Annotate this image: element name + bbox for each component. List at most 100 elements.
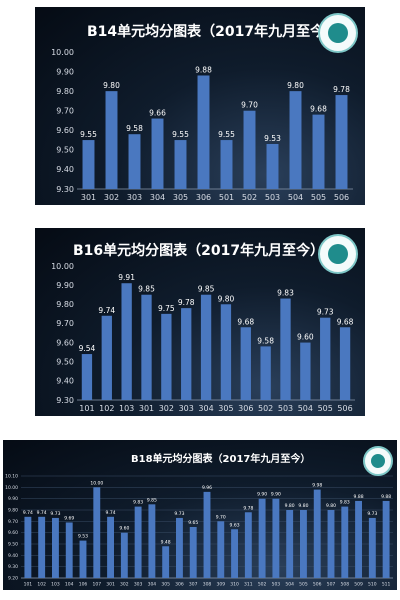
bar [93, 487, 101, 578]
bar [339, 327, 351, 400]
x-tick-label: 506 [334, 193, 349, 202]
chart-b16-title: B16单元均分图表（2017年九月至今） [73, 243, 325, 259]
bar-value-label: 9.74 [98, 306, 115, 315]
bar [231, 529, 238, 578]
bar-value-label: 9.60 [119, 526, 129, 532]
bar-value-label: 9.85 [138, 285, 155, 294]
x-tick-label: 509 [354, 582, 363, 588]
y-tick-label: 9.60 [56, 126, 74, 135]
x-tick-label: 107 [92, 582, 101, 588]
x-tick-label: 308 [203, 582, 212, 588]
bar [272, 498, 280, 578]
x-tick-label: 303 [127, 193, 142, 202]
bar-value-label: 9.55 [218, 130, 235, 139]
y-tick-label: 10.00 [51, 48, 74, 57]
bar [79, 540, 87, 578]
bar [121, 283, 132, 400]
bar [382, 500, 390, 578]
x-tick-label: 506 [337, 404, 352, 413]
x-tick-label: 302 [159, 404, 174, 413]
x-tick-label: 505 [318, 404, 333, 413]
x-tick-label: 504 [285, 582, 294, 588]
x-tick-label: 510 [368, 582, 377, 588]
x-tick-label: 503 [278, 404, 293, 413]
bar-value-label: 9.85 [198, 285, 215, 294]
x-tick-label: 305 [173, 193, 188, 202]
x-tick-label: 503 [272, 582, 281, 588]
x-tick-label: 501 [219, 193, 234, 202]
bar-value-label: 9.73 [50, 511, 60, 517]
x-tick-label: 506 [313, 582, 322, 588]
y-tick-label: 9.40 [8, 553, 18, 559]
x-tick-label: 507 [327, 582, 336, 588]
x-tick-label: 303 [134, 582, 143, 588]
y-tick-label: 9.90 [56, 67, 74, 76]
bar-value-label: 9.80 [218, 294, 235, 303]
chart-panel-b16: 10.00 9.90 9.80 9.70 9.60 9.50 9.40 9.30 9.54 101… [35, 228, 365, 416]
bar [368, 517, 376, 578]
bar-value-label: 9.78 [178, 298, 195, 307]
x-tick-label: 306 [196, 193, 211, 202]
bar [320, 317, 331, 400]
bar-value-label: 9.78 [333, 85, 350, 94]
bar [181, 308, 192, 400]
bar-value-label: 9.65 [188, 520, 198, 526]
x-tick-label: 101 [24, 582, 33, 588]
x-tick-label: 104 [65, 582, 74, 588]
bar [312, 114, 325, 189]
chart-b14-plot: 10.00 9.90 9.80 9.70 9.60 9.50 9.40 9.30 9.55 301… [51, 48, 353, 202]
x-tick-label: 303 [179, 404, 194, 413]
bar [81, 354, 93, 400]
y-tick-label: 9.50 [56, 146, 74, 155]
bar-value-label: 9.53 [264, 134, 281, 143]
x-tick-label: 504 [298, 404, 313, 413]
y-tick-label: 9.20 [8, 576, 18, 582]
bar-value-label: 9.80 [285, 503, 295, 509]
bar [151, 118, 164, 189]
bar [258, 498, 266, 578]
bar [313, 489, 321, 578]
bar-value-label: 9.74 [106, 510, 116, 516]
bar-value-label: 9.74 [23, 510, 33, 516]
bar-value-label: 9.60 [297, 333, 314, 342]
bar-value-label: 9.68 [237, 317, 254, 326]
bar-value-label: 9.96 [202, 485, 212, 491]
bar [286, 510, 294, 578]
chart-b18-title: B18单元均分图表（2017年九月至今） [131, 454, 311, 465]
bar-value-label: 9.73 [367, 511, 377, 517]
bar [220, 140, 233, 189]
bar [189, 527, 197, 578]
x-tick-label: 502 [258, 404, 273, 413]
bar [203, 491, 211, 578]
x-tick-label: 101 [79, 404, 94, 413]
bar-value-label: 9.53 [78, 534, 88, 540]
bar-value-label: 9.78 [243, 505, 253, 511]
y-tick-label: 9.30 [56, 185, 74, 194]
y-tick-label: 10.00 [5, 485, 18, 491]
bar-value-label: 9.90 [271, 492, 281, 498]
bar-value-label: 9.75 [158, 304, 175, 313]
bar [107, 516, 114, 578]
x-tick-label: 504 [288, 193, 303, 202]
bar-value-label: 9.66 [149, 109, 166, 118]
x-tick-label: 301 [81, 193, 96, 202]
bar [327, 510, 335, 578]
x-tick-label: 304 [150, 193, 165, 202]
bar-value-label: 9.80 [326, 503, 336, 509]
y-tick-label: 9.30 [56, 396, 74, 405]
bar [174, 140, 187, 189]
bar [300, 510, 307, 578]
bar-value-label: 9.88 [195, 65, 212, 74]
bar [176, 517, 183, 578]
y-tick-label: 9.70 [56, 319, 74, 328]
y-tick-label: 10.10 [5, 474, 18, 480]
bar-value-label: 9.58 [126, 124, 143, 133]
x-tick-label: 106 [79, 582, 88, 588]
y-tick-label: 9.90 [56, 281, 74, 290]
school-logo-icon [318, 13, 358, 53]
bar [65, 522, 73, 578]
bar-value-label: 9.48 [161, 539, 171, 545]
bar [101, 315, 112, 400]
y-tick-label: 9.70 [56, 107, 74, 116]
x-tick-label: 301 [106, 582, 115, 588]
